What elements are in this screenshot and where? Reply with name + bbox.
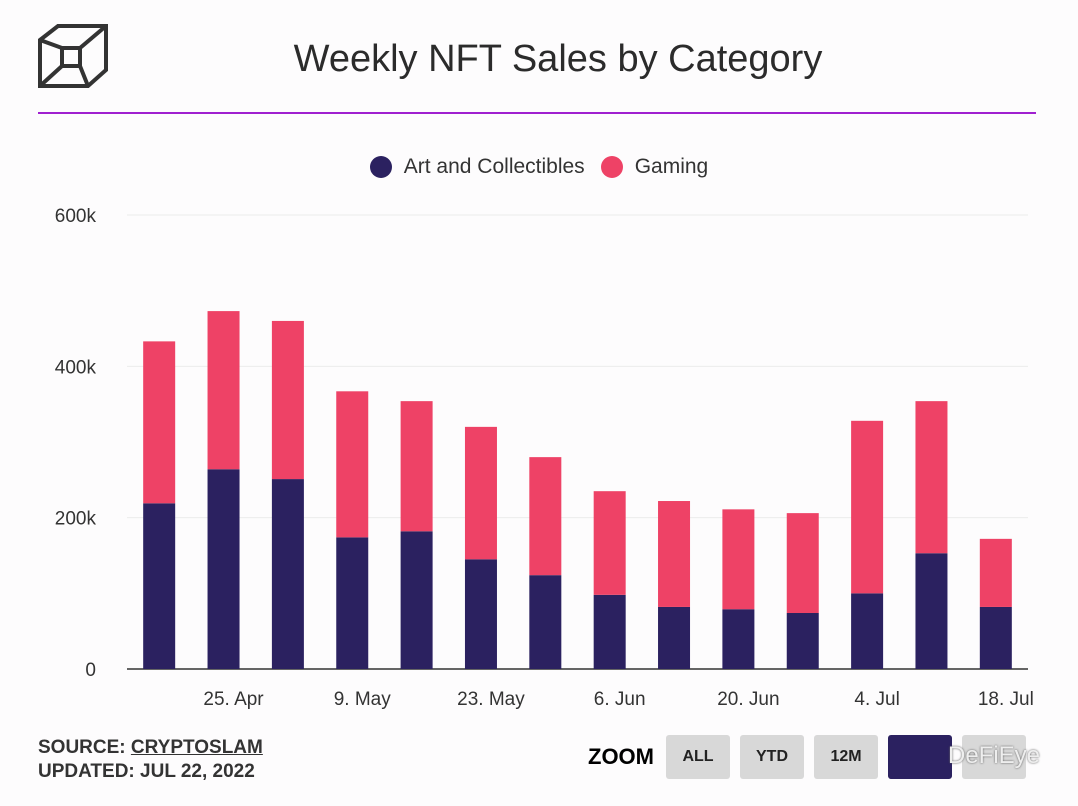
zoom-ytd-button[interactable]: YTD [740, 735, 804, 779]
title-divider [38, 112, 1036, 114]
legend-item-art[interactable]: Art and Collectibles [369, 155, 585, 179]
bar-art-and-collectibles[interactable] [851, 593, 884, 669]
x-tick-label: 18. Jul [978, 689, 1034, 710]
bar-art-and-collectibles[interactable] [271, 479, 304, 669]
x-tick-label: 6. Jun [594, 689, 646, 710]
bar-gaming[interactable] [400, 401, 433, 532]
source-link[interactable]: CRYPTOSLAM [130, 737, 263, 758]
source-info: SOURCE: CRYPTOSLAM UPDATED: JUL 22, 2022 [38, 736, 263, 784]
bar-art-and-collectibles[interactable] [464, 559, 497, 669]
zoom-extra-button[interactable] [962, 735, 1026, 779]
x-tick-label: 23. May [457, 689, 525, 710]
zoom-label: ZOOM [588, 744, 654, 769]
bar-art-and-collectibles[interactable] [336, 537, 369, 669]
bar-gaming[interactable] [786, 513, 819, 614]
x-tick-label: 25. Apr [203, 689, 264, 710]
updated-date: UPDATED: JUL 22, 2022 [38, 761, 255, 782]
chart-plot: 0 200k 400k 600k 25. Apr 9. May 23. May 6. Jun 2… [55, 206, 1034, 710]
bar-art-and-collectibles[interactable] [143, 503, 176, 669]
bar-art-and-collectibles[interactable] [529, 575, 562, 669]
bar-gaming[interactable] [593, 491, 626, 595]
source-label: SOURCE: [38, 737, 126, 758]
x-tick-label: 4. Jul [854, 689, 899, 710]
bar-art-and-collectibles[interactable] [207, 469, 240, 669]
watermark: DeFiEye [948, 742, 1041, 769]
legend: Art and Collectibles Gaming [0, 155, 1078, 179]
zoom-selected-button[interactable] [888, 735, 952, 779]
legend-item-gaming[interactable]: Gaming [600, 155, 709, 179]
bar-art-and-collectibles[interactable] [400, 531, 433, 669]
y-tick-label: 600k [55, 206, 97, 227]
bar-art-and-collectibles[interactable] [915, 553, 948, 669]
bar-gaming[interactable] [143, 341, 176, 504]
bar-art-and-collectibles[interactable] [593, 594, 626, 669]
bar-gaming[interactable] [271, 320, 304, 480]
bar-gaming[interactable] [658, 501, 691, 607]
zoom-controls: ZOOM ALL YTD 12M [588, 735, 1026, 779]
bar-gaming[interactable] [529, 457, 562, 576]
legend-label: Gaming [634, 155, 709, 178]
legend-dot [369, 156, 392, 178]
the-block-logo [38, 24, 108, 93]
chart-title: Weekly NFT Sales by Category [293, 38, 823, 80]
y-tick-label: 0 [85, 660, 96, 681]
bar-art-and-collectibles[interactable] [979, 606, 1012, 669]
x-tick-label: 9. May [334, 689, 392, 710]
legend-dot [600, 156, 623, 178]
x-tick-label: 20. Jun [717, 689, 779, 710]
bar-gaming[interactable] [464, 426, 497, 560]
bar-gaming[interactable] [851, 420, 884, 594]
bar-art-and-collectibles[interactable] [786, 613, 819, 669]
legend-label: Art and Collectibles [403, 155, 585, 178]
bar-gaming[interactable] [979, 538, 1012, 607]
zoom-12m-button[interactable]: 12M [814, 735, 878, 779]
y-tick-label: 200k [55, 509, 97, 530]
bar-art-and-collectibles[interactable] [658, 606, 691, 669]
y-tick-label: 400k [55, 357, 97, 378]
bar-gaming[interactable] [336, 391, 369, 538]
bar-gaming[interactable] [207, 311, 240, 470]
zoom-all-button[interactable]: ALL [666, 735, 730, 779]
bar-art-and-collectibles[interactable] [722, 609, 755, 669]
bar-gaming[interactable] [915, 401, 948, 554]
bar-gaming[interactable] [722, 509, 755, 610]
